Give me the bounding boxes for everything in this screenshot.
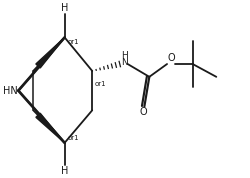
- Text: N: N: [121, 58, 128, 67]
- Text: H: H: [121, 51, 128, 60]
- Text: or1: or1: [68, 39, 79, 45]
- Polygon shape: [36, 37, 64, 68]
- Text: or1: or1: [94, 81, 106, 87]
- Polygon shape: [36, 113, 64, 143]
- Text: H: H: [61, 3, 68, 13]
- Text: O: O: [140, 107, 147, 117]
- Text: or1: or1: [68, 135, 79, 141]
- Text: HN: HN: [2, 86, 17, 96]
- Text: H: H: [61, 166, 68, 176]
- Text: O: O: [167, 53, 175, 63]
